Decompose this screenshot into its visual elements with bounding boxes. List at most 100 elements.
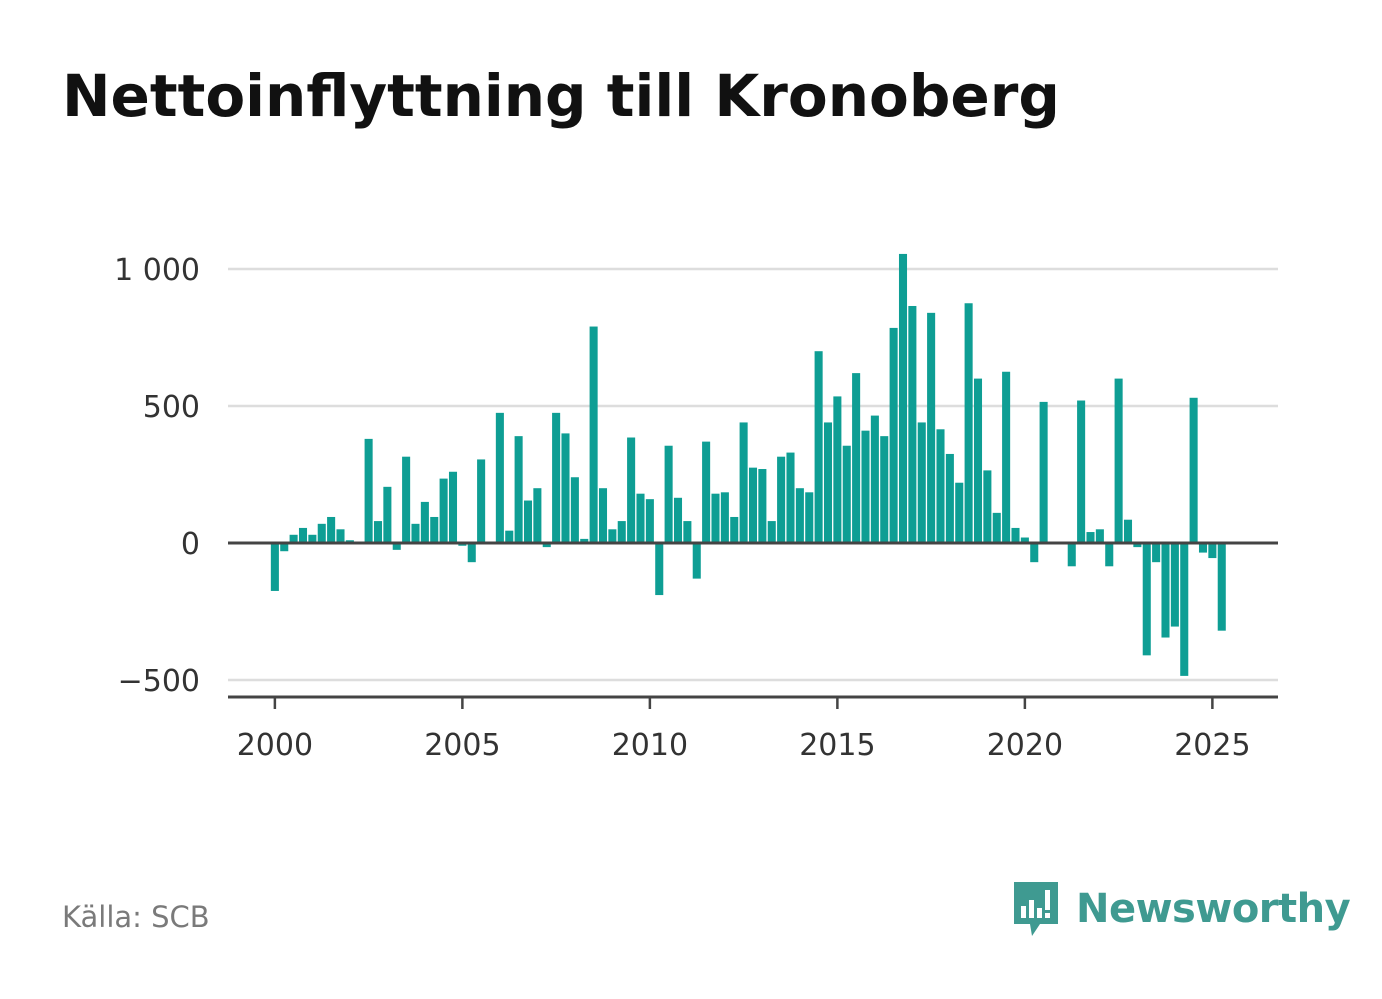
bar (1086, 532, 1095, 543)
bar (392, 543, 401, 550)
bar (317, 523, 326, 543)
bar (1133, 543, 1142, 548)
bar (964, 303, 973, 543)
bar (795, 488, 804, 543)
bar (814, 351, 823, 543)
bar (692, 543, 701, 579)
bar (1170, 543, 1179, 627)
y-tick-labels: −500 0 500 1 000 (114, 253, 200, 699)
x-tick-label: 2020 (987, 728, 1063, 763)
brand-name: Newsworthy (1076, 886, 1351, 932)
bar (805, 492, 814, 543)
x-tick-label: 2015 (799, 728, 875, 763)
bar (992, 512, 1001, 543)
bar (289, 534, 298, 543)
bar (570, 477, 579, 543)
bar (1208, 543, 1217, 559)
bar (420, 501, 429, 543)
y-tick-label: 0 (181, 527, 200, 562)
bar (1198, 543, 1208, 553)
bar (945, 453, 954, 543)
bar (1180, 543, 1189, 676)
x-tick-labels: 2000 2005 2010 2015 2020 2025 (237, 728, 1251, 763)
x-tick-label: 2005 (424, 728, 500, 763)
bar (598, 488, 608, 543)
bar (870, 415, 879, 543)
bar (336, 529, 345, 543)
bar (542, 543, 551, 548)
bar (430, 516, 439, 543)
newsworthy-logo-icon (1014, 882, 1058, 936)
bar (1123, 519, 1133, 543)
bar (955, 482, 964, 543)
bar (552, 412, 561, 543)
bar (739, 422, 748, 543)
bar (852, 373, 861, 543)
bar (327, 516, 336, 543)
bar (1114, 378, 1123, 543)
x-tick-label: 2000 (237, 728, 313, 763)
bar (927, 312, 936, 543)
bar (270, 543, 279, 591)
bar (505, 530, 514, 543)
bar (1142, 543, 1151, 656)
bar (364, 438, 373, 543)
bar (523, 500, 533, 543)
bar (477, 459, 486, 543)
bar (908, 305, 917, 543)
brand-logo[interactable]: Newsworthy (1010, 878, 1351, 940)
bar (655, 543, 664, 596)
bar (627, 437, 636, 543)
gridlines (228, 267, 1278, 682)
bar (1152, 543, 1161, 563)
bar (748, 467, 758, 543)
bar (589, 326, 598, 543)
bar (720, 492, 729, 543)
bar (711, 493, 720, 543)
bar (823, 422, 833, 543)
bar (1020, 537, 1029, 543)
bar (973, 378, 983, 543)
bar (702, 441, 711, 543)
bar (1161, 543, 1170, 638)
axes (228, 541, 1278, 709)
bar (561, 433, 570, 543)
bar (402, 456, 411, 543)
bar (1077, 400, 1086, 543)
bar (664, 445, 673, 543)
bar (1189, 397, 1198, 543)
bar (833, 396, 842, 543)
bar (777, 456, 786, 543)
x-tick-label: 2010 (612, 728, 688, 763)
bar (467, 543, 476, 563)
x-tick-label: 2025 (1174, 728, 1250, 763)
bar (1011, 527, 1020, 543)
bar (1217, 543, 1226, 631)
bar (1039, 401, 1048, 543)
bar (786, 452, 795, 543)
bars (270, 253, 1226, 676)
bar (608, 529, 617, 543)
bar (298, 527, 308, 543)
bar (411, 523, 420, 543)
bar (1002, 371, 1011, 543)
bar (636, 493, 645, 543)
bar (1067, 543, 1076, 567)
bar (439, 478, 448, 543)
bar (1030, 543, 1039, 563)
bar (880, 436, 889, 543)
chart-title: Nettoinflyttning till Kronoberg (62, 62, 1060, 130)
bar (308, 534, 317, 543)
bar (936, 429, 945, 543)
bar (383, 486, 392, 543)
bar (889, 327, 898, 543)
bar (983, 470, 992, 543)
source-note: Källa: SCB (62, 900, 210, 934)
bar (1095, 529, 1104, 543)
bar (917, 422, 926, 543)
bar (448, 471, 458, 543)
bar (842, 445, 851, 543)
bar (373, 521, 383, 543)
bar (617, 521, 626, 543)
